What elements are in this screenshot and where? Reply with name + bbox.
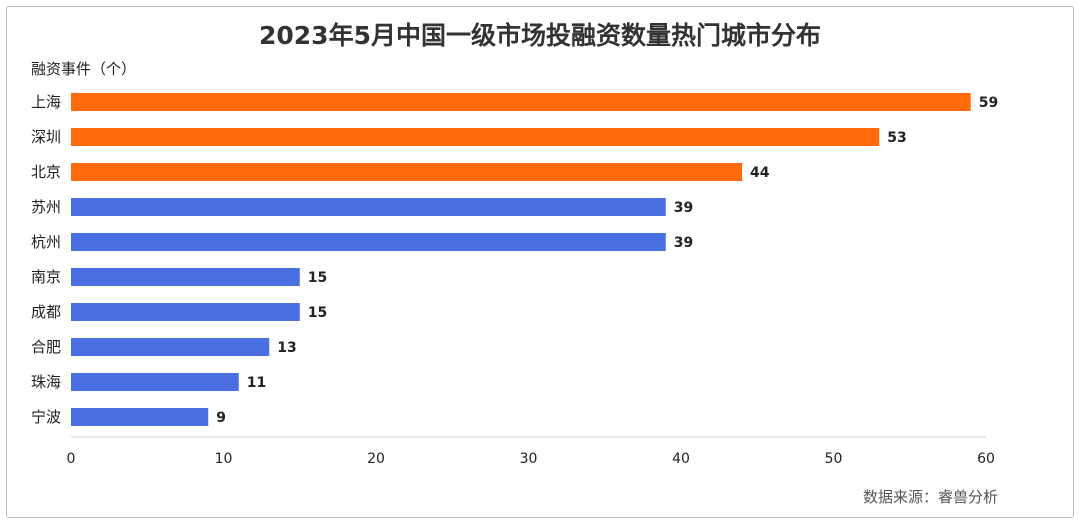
bar [71, 338, 270, 356]
category-label: 杭州 [31, 233, 61, 251]
category-label: 合肥 [31, 338, 61, 356]
data-label: 15 [308, 270, 327, 286]
bar [71, 163, 742, 181]
bar [71, 268, 300, 286]
x-tick-label: 50 [825, 451, 843, 467]
x-tick-label: 60 [977, 451, 995, 467]
category-label: 上海 [31, 93, 61, 111]
y-axis-label: 融资事件（个） [31, 60, 137, 78]
bar [71, 128, 880, 146]
bar [71, 373, 239, 391]
bar [71, 303, 300, 321]
category-label: 南京 [31, 268, 61, 286]
x-tick-label: 0 [67, 451, 76, 467]
x-tick-label: 10 [215, 451, 233, 467]
data-label: 13 [277, 340, 296, 356]
data-label: 39 [674, 235, 693, 251]
chart-title: 2023年5月中国一级市场投融资数量热门城市分布 [259, 21, 821, 50]
bar [71, 198, 666, 216]
bar [71, 233, 666, 251]
x-tick-label: 30 [520, 451, 538, 467]
x-tick-label: 20 [367, 451, 385, 467]
data-label: 53 [887, 130, 906, 146]
data-label: 15 [308, 305, 327, 321]
chart-frame [6, 6, 1074, 518]
category-label: 苏州 [31, 198, 61, 216]
category-label: 成都 [31, 303, 61, 321]
data-label: 39 [674, 200, 693, 216]
data-label: 11 [247, 375, 266, 391]
x-tick-label: 40 [672, 451, 690, 467]
data-label: 44 [750, 165, 770, 181]
data-label: 9 [216, 410, 226, 426]
bar [71, 93, 971, 111]
category-label: 珠海 [31, 373, 61, 391]
category-label: 宁波 [31, 408, 61, 426]
source-note: 数据来源：睿兽分析 [862, 488, 998, 506]
category-label: 深圳 [31, 128, 61, 146]
data-label: 59 [979, 95, 998, 111]
category-label: 北京 [31, 163, 61, 181]
bar [71, 408, 209, 426]
